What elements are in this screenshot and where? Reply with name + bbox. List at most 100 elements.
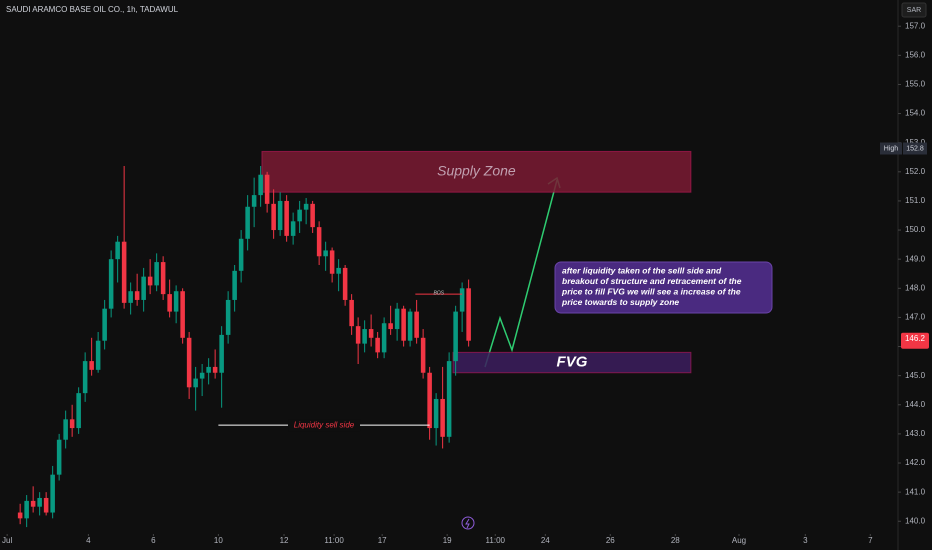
y-tick-label: 144.0: [905, 400, 926, 409]
chart-title: SAUDI ARAMCO BASE OIL CO., 1h, TADAWUL: [6, 5, 179, 14]
candle-body: [271, 203, 276, 231]
candle-body: [134, 291, 140, 300]
candle-body: [238, 238, 244, 271]
candle-body: [433, 398, 439, 429]
note-line: price to fill FVG we will see a increase…: [561, 286, 741, 296]
candle-body: [401, 308, 406, 341]
y-tick-label: 142.0: [905, 458, 926, 467]
high-name: High: [884, 145, 899, 152]
level-label: BOS: [433, 290, 444, 296]
candle-body: [388, 323, 393, 330]
y-tick-label: 140.0: [905, 516, 926, 525]
candle-body: [264, 174, 270, 204]
zone: [452, 351, 692, 374]
candle-body: [297, 209, 302, 222]
level-label: Liquidity sell side: [294, 420, 355, 429]
candle-body: [414, 311, 419, 338]
candle-body: [381, 323, 387, 353]
candle-body: [212, 366, 218, 373]
candle-body: [160, 262, 166, 295]
y-tick-label: 148.0: [905, 283, 926, 292]
y-tick-label: 152.0: [905, 167, 926, 176]
y-tick-label: 150.0: [905, 225, 926, 234]
high-name-bg: [880, 142, 902, 155]
candle-body: [407, 311, 413, 341]
x-tick-label: 11:00: [324, 536, 344, 545]
candle-body: [63, 419, 68, 440]
event-icon[interactable]: [461, 516, 475, 530]
candle-body: [284, 200, 289, 236]
candle-body: [323, 250, 328, 257]
zone: [261, 150, 692, 193]
currency: SAR: [907, 7, 921, 14]
candle-body: [167, 294, 172, 312]
candle-body: [141, 276, 146, 300]
level-label-bg: [288, 419, 361, 432]
x-tick-label: 7: [868, 536, 873, 545]
candle-body: [89, 361, 94, 370]
event-bolt: [465, 518, 470, 529]
candle-body: [128, 291, 133, 303]
candle-body: [277, 200, 283, 231]
candle-body: [82, 361, 88, 394]
candle-body: [258, 174, 263, 196]
candle-body: [95, 340, 101, 370]
candle-body: [440, 398, 445, 437]
x-tick-label: 17: [378, 536, 387, 545]
candle-body: [186, 337, 192, 388]
currency-box[interactable]: [901, 2, 927, 18]
note-box: [554, 261, 773, 314]
candle-body: [368, 329, 374, 338]
candle-body: [466, 288, 471, 341]
candle-body: [245, 206, 250, 239]
note: after liquidity taken of the selll side …: [561, 265, 742, 307]
x-tick-label: 28: [671, 536, 680, 545]
candle-body: [232, 270, 237, 300]
candle-body: [342, 267, 348, 300]
candle-body: [180, 291, 185, 338]
candle-body: [420, 337, 426, 373]
note-line: breakout of structure and retracement of…: [562, 276, 742, 286]
candle-body: [225, 299, 231, 335]
y-tick-label: 149.0: [905, 254, 926, 263]
y-tick-label: 157.0: [905, 21, 926, 30]
y-tick-label: 155.0: [905, 80, 926, 89]
high-price-bg: [903, 142, 927, 155]
candle-body: [154, 262, 159, 286]
candle-body: [17, 512, 23, 519]
candle-body: [310, 203, 315, 228]
candle-body: [355, 326, 361, 344]
candle-body: [251, 195, 257, 207]
zone-label: Supply Zone: [437, 163, 516, 179]
candle-body: [303, 203, 309, 210]
last-price: 146.2: [905, 334, 926, 343]
y-tick-label: 154.0: [905, 109, 926, 118]
candle-body: [24, 500, 29, 519]
y-tick-label: 156.0: [905, 50, 926, 59]
y-tick-label: 151.0: [905, 196, 926, 205]
candle-body: [362, 329, 367, 344]
candle-body: [206, 366, 211, 373]
candle-body: [193, 378, 198, 388]
candle-body: [329, 250, 335, 274]
candle-body: [199, 372, 205, 379]
candle-body: [173, 291, 179, 312]
x-tick-label: 26: [606, 536, 615, 545]
x-tick-label: Jul: [2, 536, 12, 545]
candle-body: [375, 337, 380, 353]
candle-body: [50, 474, 55, 513]
x-tick-label: 4: [86, 536, 91, 545]
candle-body: [459, 288, 465, 312]
x-tick-label: 11:00: [486, 536, 506, 545]
candle-body: [427, 372, 432, 429]
candle-body: [446, 361, 452, 437]
last-price-bg: [901, 332, 929, 349]
candle-body: [43, 497, 49, 513]
candle-body: [219, 334, 224, 373]
note-line: after liquidity taken of the selll side …: [562, 265, 722, 275]
candle-body: [147, 276, 153, 286]
candle-body: [115, 241, 120, 260]
candle-body: [453, 311, 458, 362]
